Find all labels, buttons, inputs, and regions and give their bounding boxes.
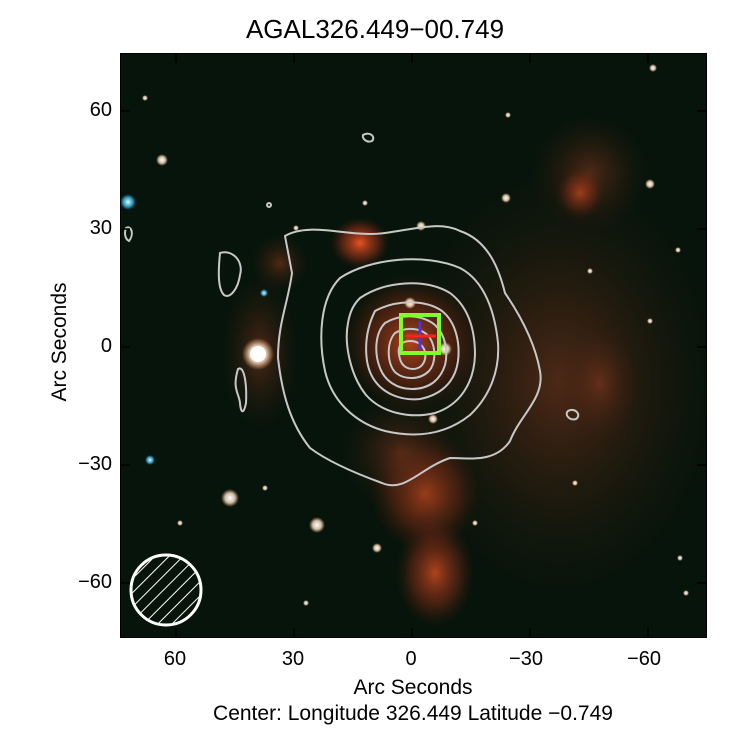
source-marker [399, 313, 441, 355]
x-tick-label: 60 [163, 648, 187, 670]
x-tick-label: −30 [509, 648, 543, 670]
beam-ellipse [129, 553, 203, 627]
y-tick-label: −60 [78, 571, 112, 593]
x-axis-label: Arc Seconds [353, 676, 473, 699]
center-coordinates-caption: Center: Longitude 326.449 Latitude −0.74… [213, 702, 613, 725]
astronomical-image [120, 53, 707, 638]
y-tick-label: 0 [100, 335, 112, 357]
y-tick-label: −30 [78, 453, 112, 475]
y-tick-label: 30 [89, 217, 112, 239]
emission-contours [124, 132, 580, 487]
x-tick-label: 0 [405, 648, 417, 670]
x-tick-label: −60 [627, 648, 661, 670]
x-tick-label: 30 [281, 648, 305, 670]
image-title: AGAL326.449−00.749 [245, 14, 505, 44]
nebula-emission [220, 113, 707, 628]
image-canvas [120, 64, 707, 628]
y-tick-label: 60 [89, 99, 112, 121]
y-axis-label: Arc Seconds [48, 282, 71, 402]
